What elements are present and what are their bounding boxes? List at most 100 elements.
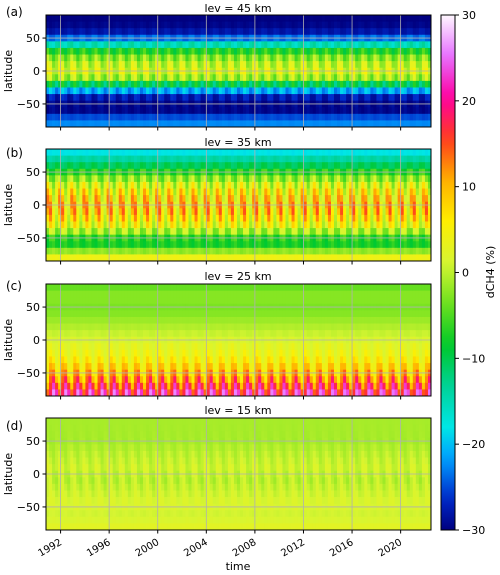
heatmap-cell <box>270 195 273 202</box>
heatmap-cell <box>213 87 216 94</box>
heatmap-cell <box>228 41 231 48</box>
heatmap-cell <box>104 149 107 156</box>
heatmap-cell <box>195 254 198 261</box>
heatmap-cell <box>352 107 355 114</box>
heatmap-cell <box>140 343 143 350</box>
heatmap-cell <box>216 189 219 196</box>
heatmap-cell <box>101 22 104 29</box>
heatmap-cell <box>164 120 167 127</box>
heatmap-cell <box>143 182 146 189</box>
heatmap-cell <box>367 182 370 189</box>
heatmap-cell <box>122 15 125 22</box>
heatmap-cell <box>49 120 52 127</box>
heatmap-cell <box>255 114 258 121</box>
heatmap-cell <box>152 317 155 324</box>
heatmap-cell <box>267 61 270 68</box>
heatmap-cell <box>73 248 76 255</box>
heatmap-cell <box>67 317 70 324</box>
heatmap-cell <box>46 376 49 383</box>
heatmap-cell <box>98 81 101 88</box>
heatmap-cell <box>61 284 64 291</box>
heatmap-cell <box>116 120 119 127</box>
heatmap-cell <box>188 182 191 189</box>
heatmap-cell <box>225 175 228 182</box>
heatmap-cell <box>307 28 310 35</box>
heatmap-cell <box>355 87 358 94</box>
heatmap-cell <box>52 356 55 363</box>
heatmap-cell <box>304 208 307 215</box>
heatmap-cell <box>264 228 267 235</box>
heatmap-cell <box>410 162 413 169</box>
heatmap-cell <box>422 182 425 189</box>
heatmap-cell <box>146 61 149 68</box>
heatmap-cell <box>237 94 240 101</box>
heatmap-cell <box>104 297 107 304</box>
heatmap-cell <box>231 74 234 81</box>
heatmap-cell <box>122 356 125 363</box>
heatmap-cell <box>358 175 361 182</box>
heatmap-cell <box>122 55 125 62</box>
heatmap-cell <box>55 241 58 248</box>
heatmap-cell <box>416 208 419 215</box>
heatmap-cell <box>131 350 134 357</box>
heatmap-cell <box>255 248 258 255</box>
heatmap-cell <box>234 221 237 228</box>
heatmap-cell <box>88 48 91 55</box>
heatmap-cell <box>328 41 331 48</box>
heatmap-cell <box>246 156 249 163</box>
heatmap-cell <box>52 195 55 202</box>
heatmap-cell <box>395 15 398 22</box>
heatmap-cell <box>76 297 79 304</box>
heatmap-cell <box>46 221 49 228</box>
heatmap-cell <box>413 215 416 222</box>
heatmap-cell <box>261 228 264 235</box>
heatmap-cell <box>346 162 349 169</box>
heatmap-cell <box>98 297 101 304</box>
heatmap-cell <box>258 221 261 228</box>
heatmap-cell <box>143 215 146 222</box>
heatmap-cell <box>149 149 152 156</box>
heatmap-cell <box>201 221 204 228</box>
heatmap-cell <box>119 28 122 35</box>
heatmap-cell <box>195 94 198 101</box>
heatmap-cell <box>364 254 367 261</box>
heatmap-cell <box>237 107 240 114</box>
heatmap-cell <box>222 195 225 202</box>
heatmap-cell <box>179 175 182 182</box>
heatmap-cell <box>176 61 179 68</box>
heatmap-cell <box>319 48 322 55</box>
heatmap-cell <box>176 189 179 196</box>
heatmap-cell <box>152 162 155 169</box>
heatmap-cell <box>101 343 104 350</box>
heatmap-cell <box>282 87 285 94</box>
heatmap-cell <box>207 189 210 196</box>
heatmap-cell <box>58 324 61 331</box>
heatmap-cell <box>182 254 185 261</box>
heatmap-cell <box>104 324 107 331</box>
heatmap-cell <box>76 343 79 350</box>
heatmap-cell <box>46 241 49 248</box>
heatmap-cell <box>101 195 104 202</box>
heatmap-cell <box>240 55 243 62</box>
heatmap-cell <box>82 189 85 196</box>
heatmap-cell <box>340 215 343 222</box>
heatmap-cell <box>110 317 113 324</box>
heatmap-cell <box>122 81 125 88</box>
heatmap-cell <box>346 28 349 35</box>
heatmap-cell <box>386 162 389 169</box>
heatmap-cell <box>328 248 331 255</box>
heatmap-cell <box>422 120 425 127</box>
heatmap-cell <box>140 15 143 22</box>
heatmap-cell <box>116 343 119 350</box>
heatmap-cell <box>404 48 407 55</box>
heatmap-cell <box>98 317 101 324</box>
heatmap-cell <box>258 162 261 169</box>
heatmap-cell <box>270 81 273 88</box>
heatmap-cell <box>207 195 210 202</box>
heatmap-cell <box>195 215 198 222</box>
heatmap-cell <box>67 310 70 317</box>
heatmap-cell <box>234 41 237 48</box>
heatmap-cell <box>104 87 107 94</box>
heatmap-cell <box>213 221 216 228</box>
heatmap-cell <box>352 228 355 235</box>
